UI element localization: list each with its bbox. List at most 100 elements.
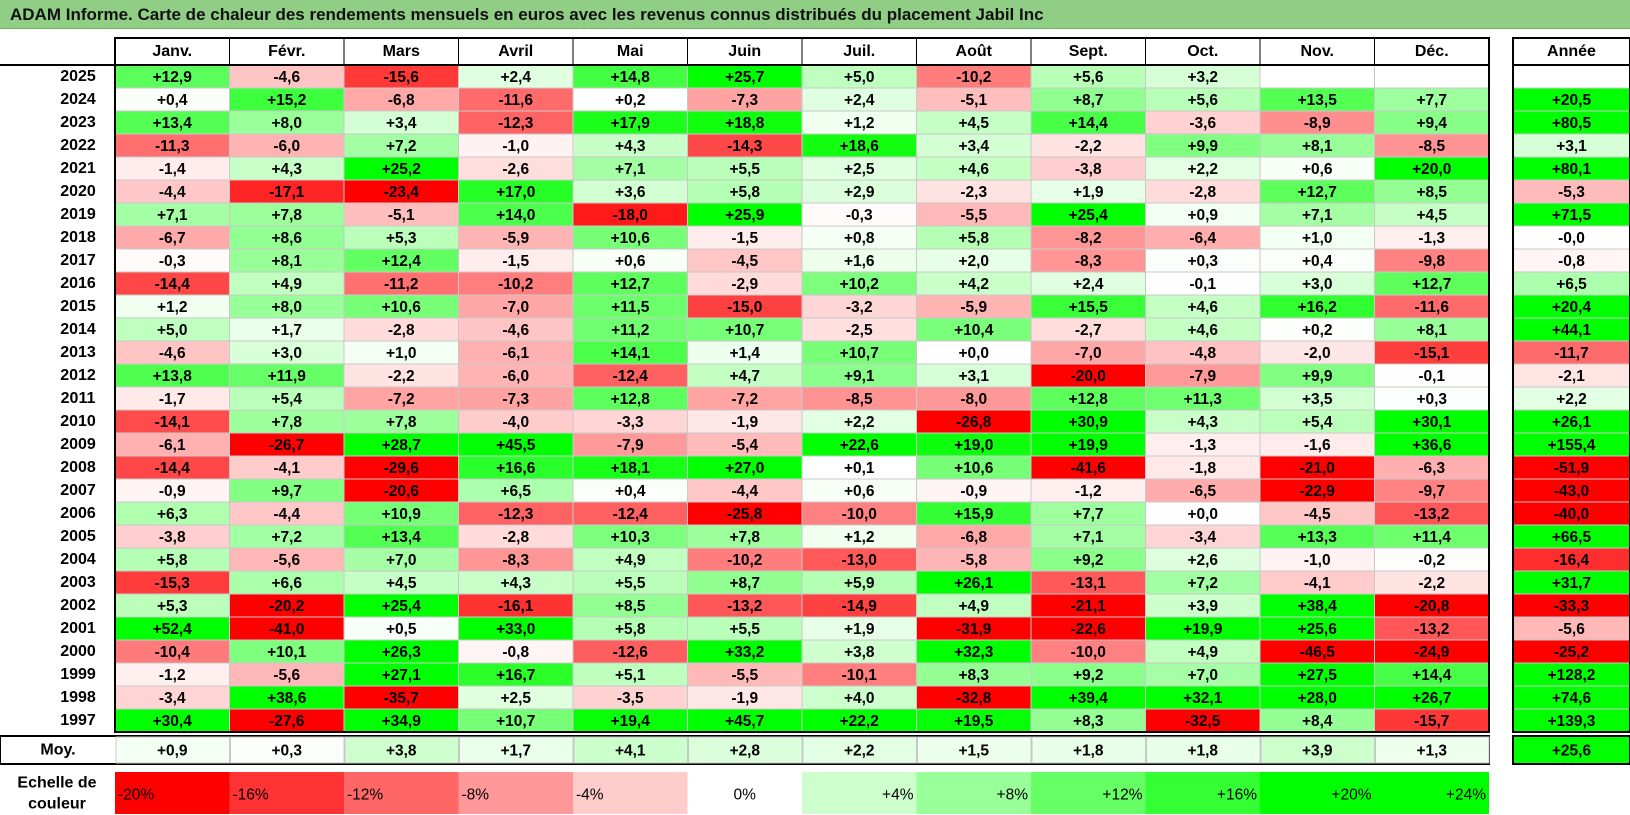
- heatmap-cell-value: -2,8: [1189, 184, 1216, 201]
- heatmap-cell-value: -10,1: [842, 667, 878, 684]
- annual-cell-value: +128,2: [1548, 667, 1596, 684]
- heatmap-cell-value: +13,3: [1298, 529, 1338, 546]
- heatmap-cell-value: +5,5: [729, 621, 760, 638]
- heatmap-cell-value: -11,2: [384, 276, 418, 293]
- heatmap-cell-value: +45,7: [725, 713, 764, 730]
- heatmap-cell-value: +7,0: [1187, 667, 1218, 684]
- heatmap-cell-value: +7,8: [271, 207, 302, 224]
- heatmap-cell-value: -6,3: [1418, 460, 1445, 477]
- average-cell: [344, 736, 459, 764]
- heatmap-cell-value: +10,6: [954, 460, 994, 477]
- heatmap-cell-value: +5,6: [1187, 92, 1218, 109]
- heatmap-cell-value: +18,1: [611, 460, 651, 477]
- heatmap-cell-value: +10,1: [267, 644, 307, 661]
- annual-cell: [1512, 64, 1630, 89]
- heatmap-cell-value: +27,1: [382, 667, 422, 684]
- heatmap-cell-value: -6,8: [960, 529, 987, 546]
- heatmap-cell-value: -9,8: [1418, 253, 1445, 270]
- heatmap-cell-value: +12,7: [1412, 276, 1451, 293]
- heatmap-cell-value: +8,1: [1302, 138, 1333, 155]
- color-scale-swatch: [115, 772, 230, 814]
- heatmap-cell-value: -0,2: [1418, 552, 1445, 569]
- heatmap-cell-value: -2,0: [1304, 345, 1331, 362]
- color-scale-label: couleur: [28, 796, 86, 813]
- heatmap-cell-value: +12,8: [611, 391, 651, 408]
- heatmap-cell-value: +3,8: [844, 644, 875, 661]
- heatmap-cell-value: +16,6: [496, 460, 536, 477]
- year-label: 1999: [60, 666, 96, 683]
- heatmap-cell-value: +7,7: [1073, 506, 1104, 523]
- heatmap-cell-value: +1,2: [157, 299, 188, 316]
- heatmap-cell-value: -4,6: [273, 69, 300, 86]
- average-cell: [688, 736, 803, 764]
- heatmap-cell-value: -15,3: [155, 575, 191, 592]
- heatmap-cell-value: -15,0: [727, 299, 762, 316]
- color-scale-value: +20%: [1331, 787, 1371, 804]
- heatmap-cell-value: -21,1: [1071, 598, 1107, 615]
- average-cell-value: +1,3: [1416, 743, 1447, 760]
- heatmap-cell-value: +8,1: [271, 253, 302, 270]
- heatmap-cell-value: -8,3: [502, 552, 529, 569]
- heatmap-cell-value: -2,5: [846, 322, 873, 339]
- average-cell-value: +1,7: [500, 743, 531, 760]
- heatmap-cell-value: +2,4: [1073, 276, 1104, 293]
- color-scale-swatch: [458, 772, 573, 814]
- heatmap-cell-value: +17,0: [496, 184, 535, 201]
- heatmap-cell-value: +1,9: [1073, 184, 1104, 201]
- heatmap-cell-value: -6,5: [1189, 483, 1216, 500]
- heatmap-cell-value: -0,8: [502, 644, 529, 661]
- year-label: 2023: [60, 114, 96, 131]
- heatmap-cell-value: +32,1: [1183, 690, 1223, 707]
- heatmap-cell-value: +4,3: [1187, 414, 1218, 431]
- heatmap-cell-value: -3,8: [159, 529, 186, 546]
- heatmap-cell-value: -5,6: [273, 667, 300, 684]
- annual-cell-value: +6,5: [1556, 276, 1587, 293]
- heatmap-cell-value: -17,1: [269, 184, 305, 201]
- heatmap-cell-value: +16,7: [496, 667, 535, 684]
- heatmap-cell-value: -23,4: [384, 184, 420, 201]
- heatmap-cell-value: +8,3: [1073, 713, 1104, 730]
- heatmap-cell-value: -12,4: [613, 368, 649, 385]
- heatmap-cell-value: -20,2: [269, 598, 304, 615]
- heatmap-cell-value: +11,2: [611, 322, 649, 339]
- heatmap-cell-value: +5,8: [729, 184, 760, 201]
- average-cell: [1031, 736, 1146, 764]
- color-scale-label: Echelle de: [17, 775, 96, 792]
- heatmap-cell-value: +4,6: [958, 161, 989, 178]
- heatmap-cell-value: +4,6: [1187, 322, 1218, 339]
- heatmap-cell-value: -4,0: [502, 414, 529, 431]
- heatmap-cell-value: +1,2: [844, 115, 875, 132]
- annual-cell-value: +80,5: [1552, 115, 1592, 132]
- heatmap-cell-value: -1,0: [1304, 552, 1331, 569]
- heatmap-cell-value: -4,6: [502, 322, 529, 339]
- heatmap-cell-value: +12,7: [1298, 184, 1337, 201]
- average-cell-value: +1,8: [1073, 743, 1104, 760]
- month-header: Sept.: [1069, 43, 1108, 60]
- heatmap-cell-value: -3,6: [1189, 115, 1216, 132]
- heatmap-cell-value: +10,7: [496, 713, 535, 730]
- heatmap-cell-value: +0,9: [1187, 207, 1218, 224]
- color-scale-swatch: [229, 772, 344, 814]
- heatmap-cell: [1374, 64, 1490, 89]
- heatmap-cell-value: +32,3: [954, 644, 994, 661]
- heatmap-cell-value: -5,1: [960, 92, 987, 109]
- month-header: Mars: [383, 43, 420, 60]
- average-cell-value: +0,9: [157, 743, 188, 760]
- heatmap-cell-value: +3,0: [1302, 276, 1333, 293]
- heatmap-cell-value: +0,6: [1302, 161, 1333, 178]
- heatmap-cell-value: +7,1: [1302, 207, 1333, 224]
- heatmap-cell-value: -20,8: [1414, 598, 1450, 615]
- heatmap-cell-value: -4,4: [731, 483, 758, 500]
- heatmap-cell-value: -1,4: [159, 161, 186, 178]
- heatmap-cell-value: -4,5: [1304, 506, 1331, 523]
- heatmap-cell-value: -8,5: [846, 391, 873, 408]
- heatmap-cell-value: +2,5: [844, 161, 875, 178]
- heatmap-cell-value: -0,1: [1189, 276, 1216, 293]
- annual-grid-frame: [1512, 64, 1630, 733]
- heatmap-cell-value: +8,0: [271, 115, 302, 132]
- heatmap-cell-value: -41,6: [1071, 460, 1107, 477]
- year-label: 1998: [60, 689, 96, 706]
- year-label: 2007: [60, 482, 96, 499]
- heatmap-cell-value: +5,4: [1302, 414, 1333, 431]
- heatmap-cell-value: +3,4: [958, 138, 989, 155]
